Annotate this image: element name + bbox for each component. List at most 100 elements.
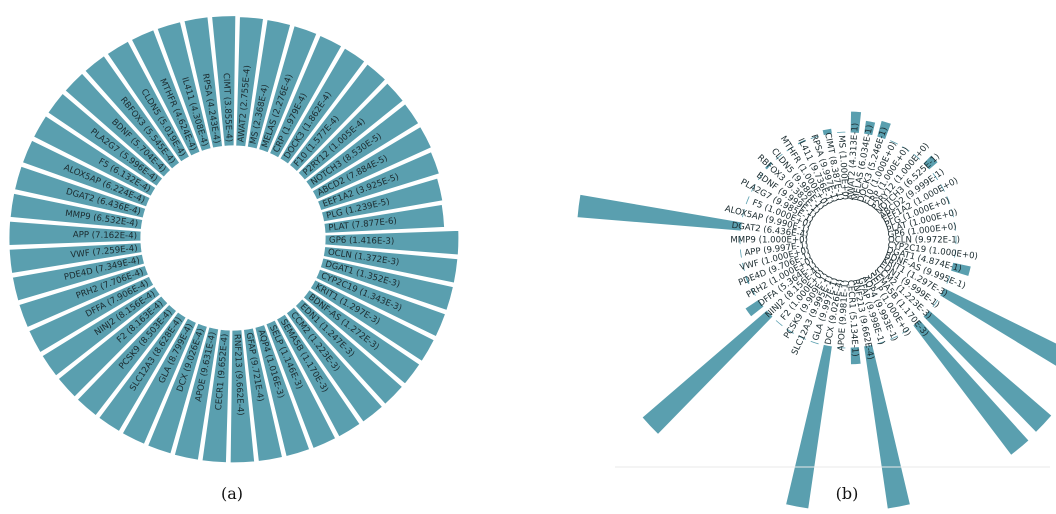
bar-a-mmp9 — [9, 192, 144, 231]
bar-a-pcsk9 — [76, 303, 178, 417]
bar-b-krit1 — [938, 286, 1056, 368]
bar-b-gp6 — [952, 220, 958, 232]
bar-b-p2ry12 — [911, 152, 922, 162]
bar-b-prh2 — [749, 286, 758, 298]
bar-a-bdnf-as — [302, 288, 421, 385]
bar-a-dgat1 — [319, 257, 455, 312]
bar-b-crp — [900, 144, 912, 154]
bar-label-b-mmp9: MMP9 (1.000E+0) — [730, 236, 808, 246]
bar-b-bdnf — [756, 171, 766, 182]
bar-label-a-rnf213: RNF213 (9.662E-4) — [232, 334, 245, 416]
bar-a-gfap — [242, 327, 284, 463]
bar-b-ninj2 — [640, 308, 775, 436]
bar-b-mthfr — [784, 144, 796, 154]
bar-b-vwf — [740, 261, 747, 273]
bar-a-notch3 — [304, 102, 420, 191]
bar-a-il411 — [156, 20, 213, 153]
bar-b-cecr1 — [849, 345, 862, 366]
bar-label-a-cimt: CIMT (3.855E-4) — [221, 73, 234, 143]
bar-a-app — [8, 220, 142, 247]
bar-a-rpsa — [183, 15, 224, 149]
bar-b-dffa — [743, 298, 766, 318]
bar-b-edn1 — [930, 298, 940, 309]
bar-a-crp — [268, 34, 343, 159]
bar-b-ms — [835, 130, 847, 135]
bar-a-prh2 — [17, 264, 150, 329]
bar-a-rbfox3 — [83, 54, 181, 170]
bar-b-ocln — [954, 234, 958, 246]
bar-a-pde4d — [11, 253, 146, 302]
bar-b-f2 — [774, 318, 785, 328]
bar-b-dgat2 — [576, 193, 744, 232]
bar-b-dgat1 — [949, 261, 973, 278]
bar-a-plg — [320, 177, 444, 223]
bar-a-selp — [264, 319, 337, 450]
bar-a-slc12a3 — [97, 310, 188, 433]
bar-a-dcx — [146, 322, 209, 455]
bar-b-cyp2c19 — [952, 248, 958, 260]
bar-b-gla — [809, 339, 821, 346]
bar-b-eef1a2 — [938, 182, 947, 194]
bar-b-mmp9 — [738, 234, 742, 246]
bar-a-eef1a2 — [316, 150, 441, 212]
bar-b-slc12a3 — [796, 333, 808, 342]
bar-b-pla2g7 — [749, 182, 758, 194]
bar-a-gla — [121, 317, 198, 446]
bar-b-rnf213 — [862, 343, 912, 510]
bar-label-a-app: APP (7.162E-4) — [73, 230, 137, 241]
bar-b-il411 — [796, 138, 808, 147]
bar-b-rbfox3 — [763, 160, 775, 172]
bar-a-f2 — [57, 294, 169, 399]
panel-a-label: (a) — [221, 484, 243, 503]
bar-a-awat2 — [235, 15, 265, 148]
bar-a-rnf213 — [229, 328, 256, 464]
bar-b-bdnf-as — [944, 274, 952, 286]
bar-a-mthfr — [130, 28, 202, 157]
bar-b-dock3 — [875, 119, 893, 141]
bar-b-cimt — [821, 127, 834, 137]
bar-b-aqp4 — [888, 333, 900, 342]
bar-a-p2ry12 — [297, 81, 405, 182]
bar-b-abcd2 — [930, 171, 940, 182]
panel-b-chart: AWAT2 (4.313E-1)MELAS (6.034E-1)DOCK3 (5… — [576, 110, 1056, 510]
panel-a-chart: PLAT (7.877E-6)PLG (1.239E-5)EEF1A2 (3.9… — [8, 14, 460, 464]
bar-b-f10 — [888, 138, 900, 147]
bar-a-sema5b — [275, 313, 362, 438]
bar-a-f10 — [288, 62, 387, 173]
bar-b-plat — [949, 207, 956, 219]
bar-b-dcx — [784, 343, 834, 510]
bar-a-dffa — [27, 275, 155, 354]
bar-a-cecr1 — [201, 328, 231, 464]
bar-b-app — [738, 248, 744, 260]
bar-b-alox5ap — [740, 207, 747, 219]
bar-label-b-apoe: APOE (9.981E-1) — [837, 280, 851, 352]
bar-a-alox5ap — [21, 139, 152, 208]
bar-b-awat2 — [849, 110, 863, 135]
bar-b-gfap — [875, 339, 887, 346]
bar-a-f5 — [32, 114, 157, 198]
bar-a-cyp2c19 — [314, 268, 447, 338]
bar-a-gp6 — [324, 229, 460, 256]
bar-b-cldn5 — [774, 152, 785, 162]
bar-a-ccm2 — [285, 306, 384, 424]
bar-a-ms — [246, 18, 292, 150]
bar-b-apoe — [835, 345, 847, 350]
bar-label-b-ocln: OCLN (9.972E-1) — [888, 236, 960, 246]
bar-b-melas — [862, 119, 877, 137]
bar-b-sema5b — [911, 318, 1031, 457]
bar-a-pla2g7 — [46, 92, 164, 188]
bar-a-cimt — [210, 14, 237, 148]
bar-b-selp — [900, 326, 912, 336]
bar-b-notch3 — [921, 153, 940, 172]
panel-b-label: (b) — [836, 484, 859, 503]
bar-a-dgat2 — [13, 165, 147, 219]
bar-a-ninj2 — [41, 285, 162, 377]
bar-a-krit1 — [309, 278, 436, 363]
bar-b-pcsk9 — [784, 326, 796, 336]
bar-b-ccm2 — [921, 308, 1053, 434]
bar-a-vwf — [8, 241, 143, 275]
bar-a-plat — [323, 203, 446, 235]
bar-a-bdnf — [64, 72, 172, 179]
bar-a-cldn5 — [106, 40, 191, 163]
